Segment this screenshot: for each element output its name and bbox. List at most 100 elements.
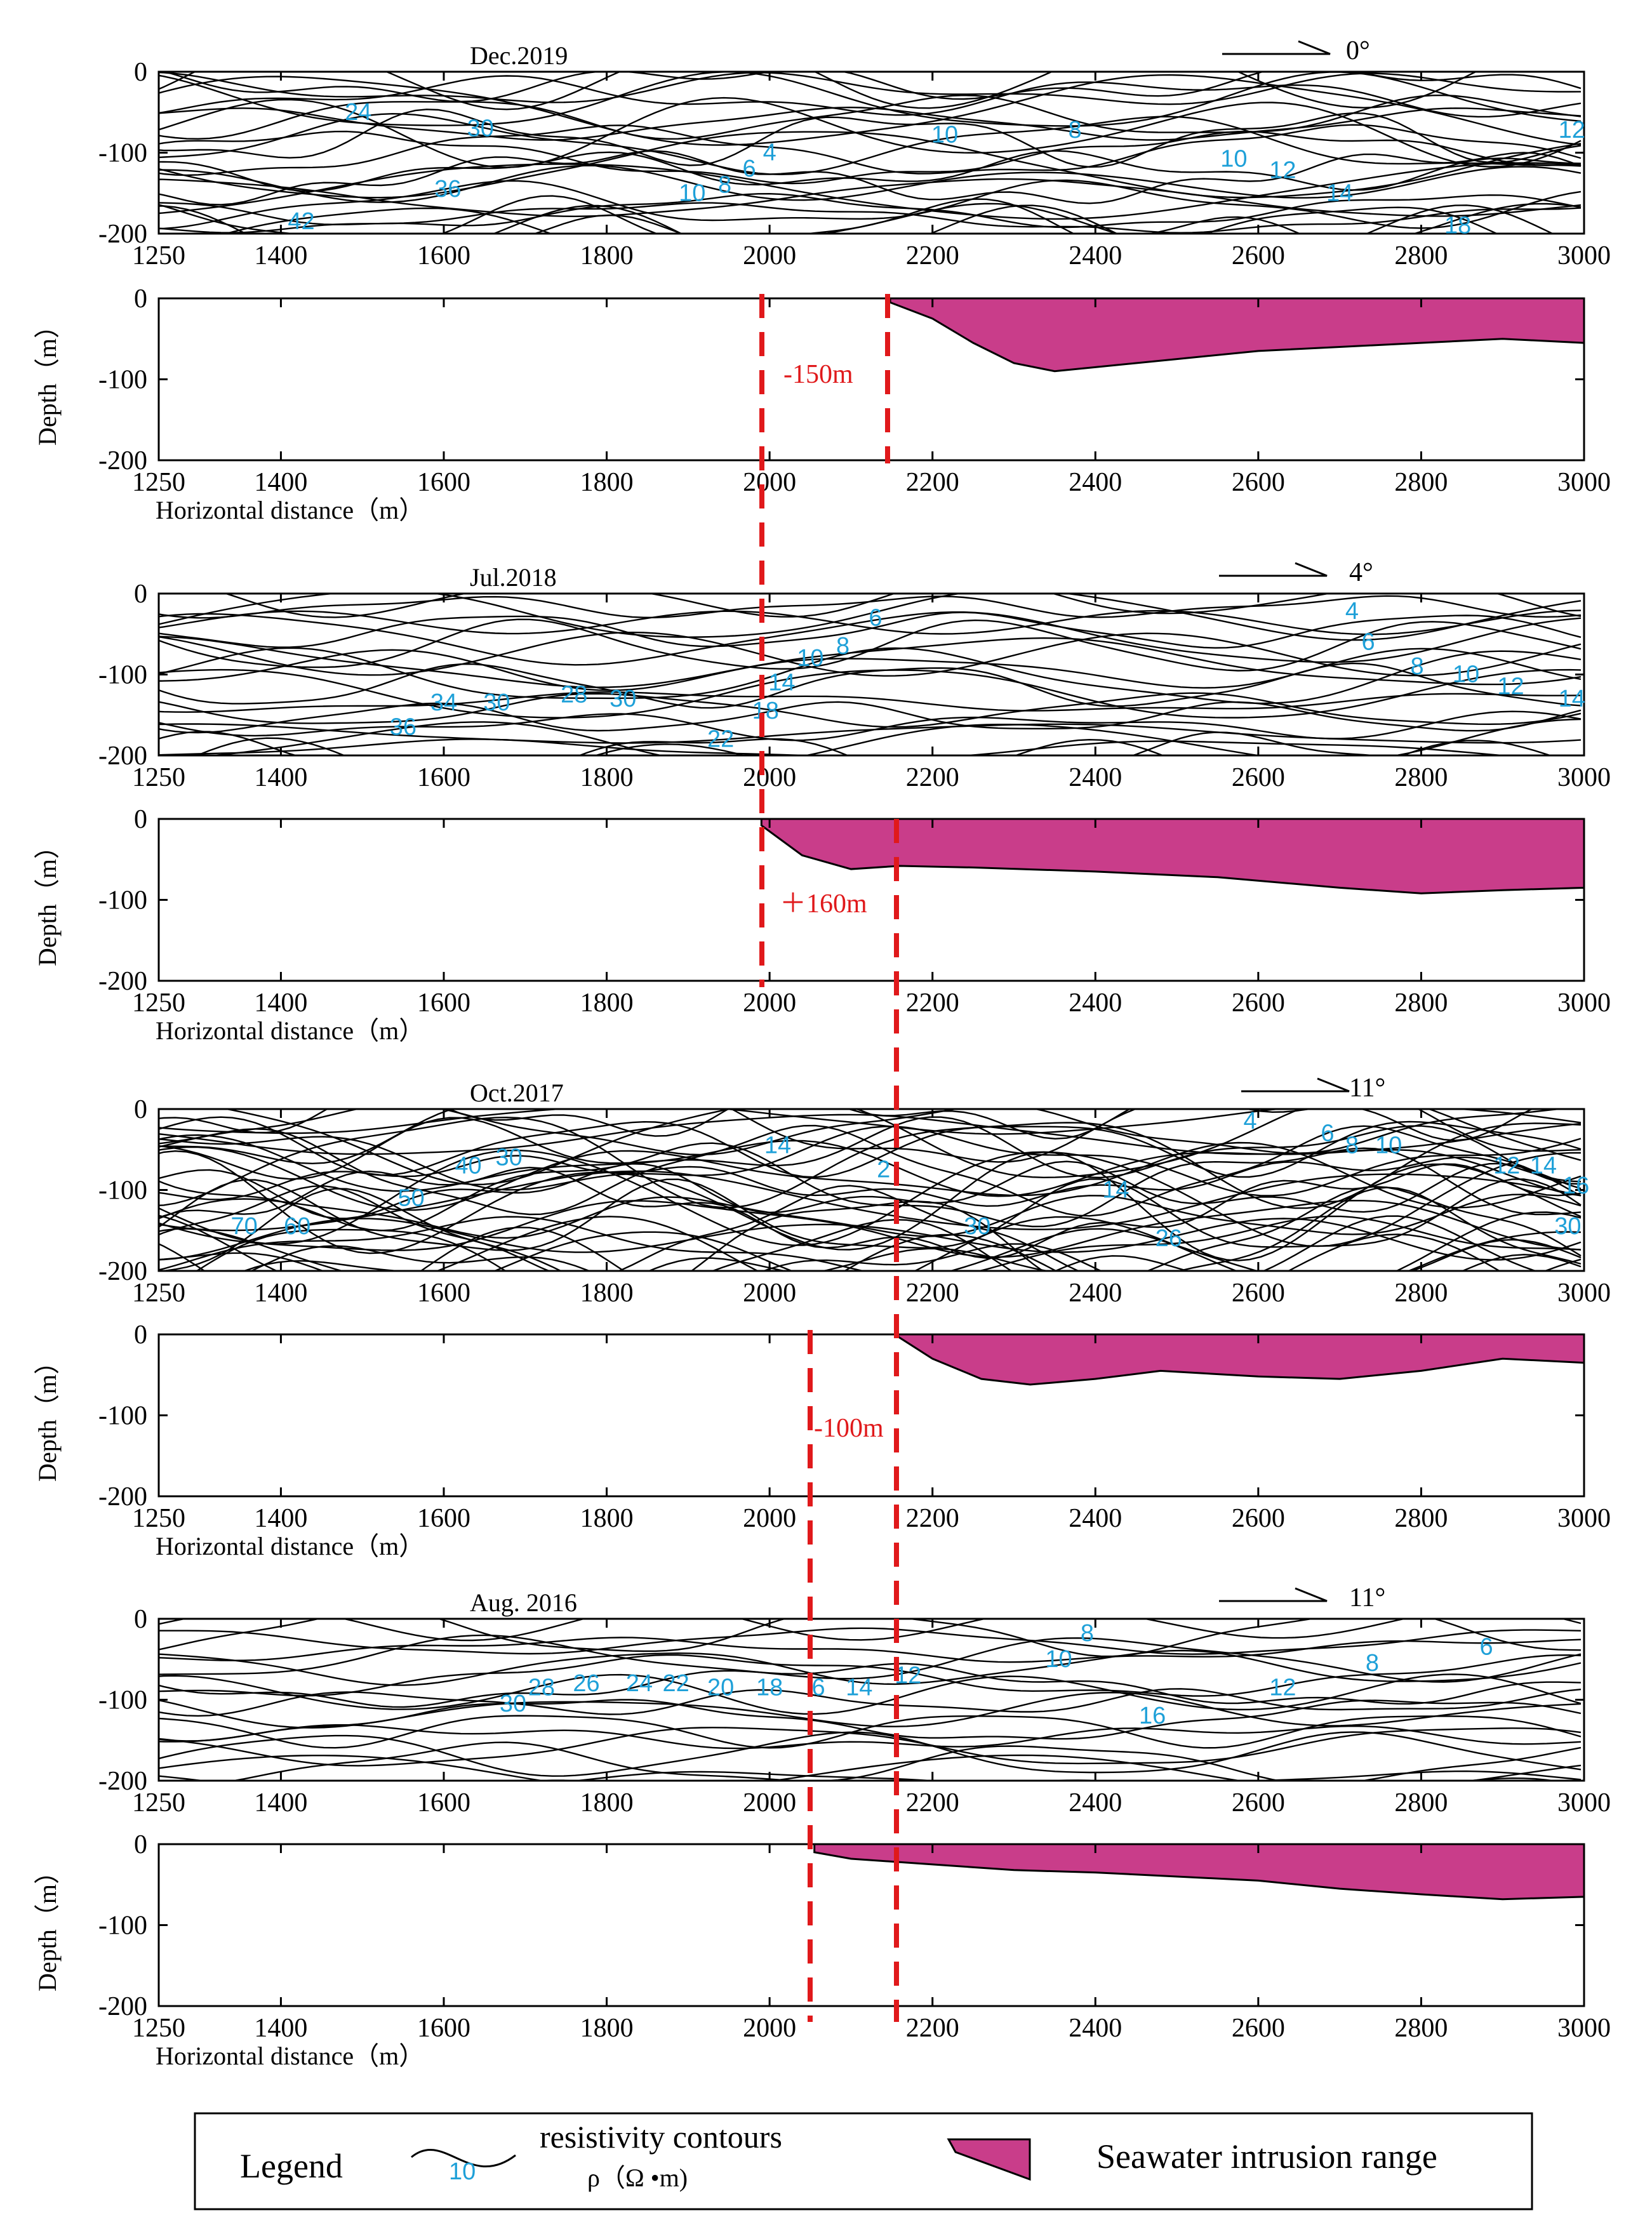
y-axis-title: Depth（m）	[33, 1859, 62, 1991]
direction-angle: 0°	[1346, 36, 1370, 65]
contour-line	[159, 631, 1582, 677]
contour-line	[159, 1193, 1582, 1239]
contour-line	[162, 72, 1582, 103]
direction-arrow-icon	[1222, 40, 1331, 55]
contour-line	[159, 1770, 1582, 1781]
y-tick-label: -100	[98, 661, 147, 690]
x-tick-label: 2400	[1069, 2014, 1122, 2043]
contour-line	[159, 1226, 1501, 1271]
x-tick-label: 1600	[417, 468, 470, 497]
contour-line	[229, 1741, 1582, 1781]
contour-line	[159, 124, 1582, 176]
seawater-intrusion-area	[897, 1333, 1585, 1386]
contour-label: 10	[1453, 661, 1479, 688]
x-tick-label: 2000	[743, 1504, 796, 1533]
legend-intrusion-swatch	[947, 2138, 1031, 2181]
contour-label: 28	[561, 681, 587, 708]
contour-label: 34	[430, 689, 457, 716]
x-tick-label: 1600	[417, 241, 470, 270]
x-tick-label: 3000	[1557, 1504, 1611, 1533]
legend: Legend 10 resistivity contours ρ（Ω •m) S…	[194, 2112, 1533, 2210]
x-tick-label: 2000	[743, 241, 796, 270]
contour-line	[159, 611, 1582, 666]
legend-intrusion-label: Seawater intrusion range	[1096, 2137, 1437, 2176]
contour-label: 2	[877, 1157, 890, 1183]
panel-title: Oct.2017	[470, 1079, 564, 1107]
legend-box	[194, 2112, 1533, 2210]
contour-label: 30	[964, 1213, 990, 1240]
contour-line	[159, 1109, 1582, 1135]
contour-line	[159, 662, 1582, 709]
y-tick-label: -200	[98, 741, 147, 771]
panel-title: Jul.2018	[470, 563, 557, 592]
contour-line	[159, 1673, 1582, 1715]
x-axis-title: Horizontal distance（m）	[156, 2042, 424, 2070]
contour-line	[159, 1160, 1582, 1219]
x-tick-label: 1400	[254, 1279, 307, 1308]
contour-label: 26	[573, 1670, 599, 1697]
seawater-intrusion-area	[813, 1843, 1585, 1901]
contour-label: 18	[756, 1674, 783, 1701]
contour-line	[159, 74, 1582, 146]
contour-line	[159, 150, 1582, 192]
x-tick-label: 2200	[906, 988, 959, 1018]
contour-line	[159, 75, 1582, 118]
contour-line	[223, 203, 1582, 234]
contour-label: 30	[483, 689, 510, 716]
contour-label: 16	[1139, 1703, 1166, 1729]
legend-title: Legend	[240, 2147, 343, 2185]
x-tick-label: 1400	[254, 2014, 307, 2043]
contour-line	[206, 718, 1582, 755]
contour-label: 28	[528, 1674, 555, 1701]
x-tick-label: 1400	[254, 241, 307, 270]
contour-label: 12	[1493, 1152, 1520, 1179]
x-tick-label: 3000	[1557, 241, 1611, 270]
contour-label: 6	[869, 604, 882, 631]
y-axis-title: Depth（m）	[33, 834, 62, 966]
x-tick-label: 1400	[254, 468, 307, 497]
contour-line	[159, 202, 1582, 234]
contour-label: 26	[1156, 1225, 1182, 1252]
contour-label: 36	[434, 176, 461, 203]
y-tick-label: 0	[134, 805, 147, 834]
x-tick-label: 1800	[580, 1279, 634, 1308]
contour-line	[159, 130, 1582, 185]
contour-line	[159, 106, 1582, 141]
x-tick-label: 1250	[132, 241, 185, 270]
contour-label: 22	[707, 726, 734, 753]
contour-line	[250, 1239, 1582, 1271]
x-tick-label: 2200	[906, 1788, 959, 1818]
x-tick-label: 2000	[743, 2014, 796, 2043]
contour-line	[159, 647, 1582, 705]
x-tick-label: 1250	[132, 763, 185, 792]
contour-line	[159, 204, 1554, 234]
contour-lines	[159, 1619, 1582, 1781]
contour-label: 10	[797, 645, 823, 672]
direction-angle: 11°	[1349, 1073, 1385, 1103]
contour-label: 8	[1069, 117, 1082, 143]
contour-line	[159, 731, 1380, 755]
y-tick-label: -200	[98, 1767, 147, 1796]
x-tick-label: 2600	[1232, 2014, 1285, 2043]
contour-label: 30	[1554, 1213, 1581, 1240]
contour-line	[159, 72, 1478, 110]
contour-label: 12	[1497, 674, 1524, 700]
x-tick-label: 2400	[1069, 1279, 1122, 1308]
x-tick-label: 1800	[580, 2014, 634, 2043]
contour-label: 42	[288, 208, 314, 235]
contour-line	[159, 1215, 1582, 1271]
x-axis-title: Horizontal distance（m）	[156, 1016, 424, 1045]
contour-label: 14	[846, 1674, 872, 1701]
contour-line	[159, 594, 1582, 641]
contour-line	[159, 1634, 1582, 1683]
x-tick-label: 2800	[1394, 763, 1448, 792]
y-tick-label: -200	[98, 220, 147, 249]
contour-line	[159, 668, 1582, 719]
contour-line	[159, 701, 1582, 734]
contour-line	[159, 1134, 1582, 1197]
contour-label: 6	[812, 1674, 825, 1701]
x-tick-label: 2000	[743, 1279, 796, 1308]
